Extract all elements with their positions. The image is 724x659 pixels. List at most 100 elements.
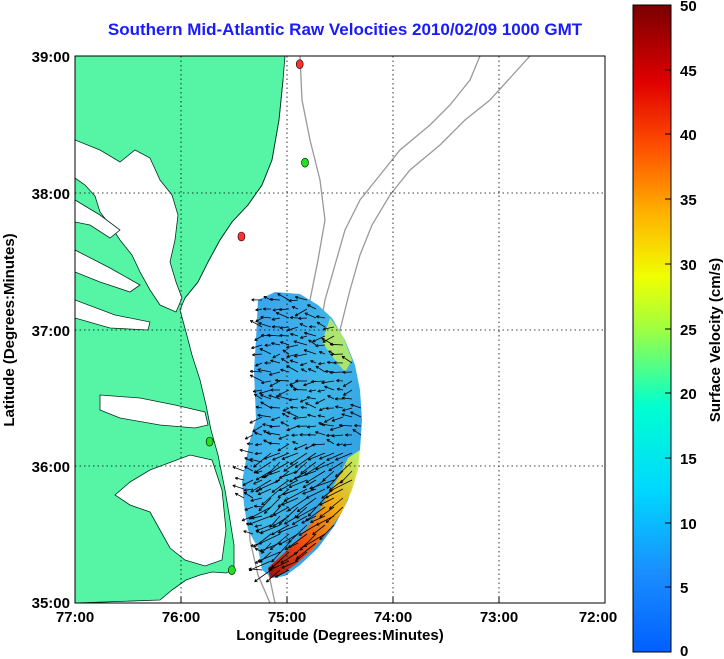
velocity-arrow [254,569,272,583]
velocity-arrow-head [336,442,340,446]
velocity-arrow-head [316,315,320,317]
bathymetry-contour-3 [319,56,531,411]
velocity-arrow [319,407,326,411]
station-marker [237,231,246,242]
velocity-arrow-head [279,333,283,336]
velocity-arrow-head [319,514,322,518]
velocity-arrow-head [284,521,287,525]
velocity-arrow [255,548,263,553]
velocity-arrow [308,389,317,392]
velocity-arrow [322,326,335,330]
velocity-arrow-head [264,361,268,364]
velocity-arrow [310,360,317,364]
velocity-arrow [308,368,317,373]
velocity-arrow-head [279,475,282,479]
velocity-arrow [315,461,335,471]
pamlico-sound [114,454,227,567]
velocity-arrow-head [264,343,268,346]
velocity-arrow [252,425,263,433]
velocity-arrow [302,488,317,495]
velocity-arrow [340,470,353,484]
velocity-arrow-head [342,370,346,373]
velocity-arrow [288,398,299,401]
velocity-arrow [255,362,263,367]
velocity-arrow [343,389,353,396]
coast-line [184,79,284,299]
velocity-arrow [306,425,317,428]
velocity-arrow [248,568,263,571]
velocity-arrow [304,332,317,337]
velocity-arrow-head [302,484,305,488]
velocity-arrow [254,560,263,564]
velocity-arrow-head [262,423,266,425]
velocity-arrow [294,353,308,357]
velocity-arrow-head [334,397,338,400]
velocity-arrow-head [251,345,254,349]
velocity-arrow [287,326,299,331]
velocity-arrow [305,506,326,522]
velocity-arrow [253,533,272,548]
velocity-arrow [309,479,335,490]
velocity-arrow-head [277,494,280,498]
velocity-arrow [299,323,308,328]
velocity-arrow-head [266,431,270,433]
colorbar-tick-label: 5 [680,580,688,597]
velocity-arrow-head [281,565,284,569]
velocity-arrow-head [253,464,256,468]
velocity-arrow-head [325,495,328,499]
velocity-arrow-head [342,443,346,446]
velocity-arrow [321,380,335,384]
velocity-arrow [254,452,263,455]
velocity-arrow [341,397,353,400]
velocity-arrow-head [272,523,275,527]
velocity-arrow-head [326,433,330,436]
velocity-arrow-head [278,521,281,525]
velocity-arrow [299,398,308,403]
velocity-arrow-head [241,518,245,521]
velocity-arrow [327,395,335,400]
velocity-arrow [280,421,290,427]
velocity-arrow [239,449,254,454]
velocity-arrow [249,416,263,424]
velocity-arrow-head [271,317,275,320]
velocity-arrow [292,441,299,445]
velocity-arrow-head [296,508,300,512]
velocity-arrow-head [255,470,259,474]
velocity-arrow-head [253,481,256,485]
colorbar-tick-label: 10 [680,516,697,533]
velocity-arrow-head [291,521,295,525]
velocity-arrow-head [284,547,288,550]
velocity-arrow [278,434,290,440]
velocity-arrow [260,401,272,409]
velocity-arrow [350,404,362,409]
velocity-arrow [272,308,281,311]
velocity-arrow-head [249,369,254,372]
velocity-arrow [307,497,326,517]
velocity-arrow-head [250,543,254,547]
velocity-arrow [258,322,272,328]
velocity-arrow [329,479,344,491]
colorbar-tick-label: 15 [680,451,697,468]
velocity-arrow [291,306,299,310]
velocity-arrow-head [268,372,272,376]
velocity-arrow [281,560,299,569]
velocity-arrow [305,470,326,484]
velocity-arrow-head [306,425,310,428]
velocity-arrow [251,515,263,519]
velocity-arrow-head [309,486,313,489]
velocity-arrow [330,425,344,431]
velocity-arrow [254,393,263,400]
velocity-arrow [252,389,263,393]
velocity-arrow-head [278,436,282,440]
velocity-arrow-head [319,502,322,506]
velocity-arrow-head [330,352,334,355]
y-tick-label: 36:00 [32,459,70,476]
velocity-arrow-head [312,339,315,342]
x-tick-label: 74:00 [374,609,412,626]
velocity-arrow [284,542,299,551]
velocity-arrow [311,380,326,383]
velocity-arrow [235,492,245,499]
velocity-arrow [300,362,308,366]
velocity-arrow [341,413,353,418]
velocity-arrow [271,542,290,563]
